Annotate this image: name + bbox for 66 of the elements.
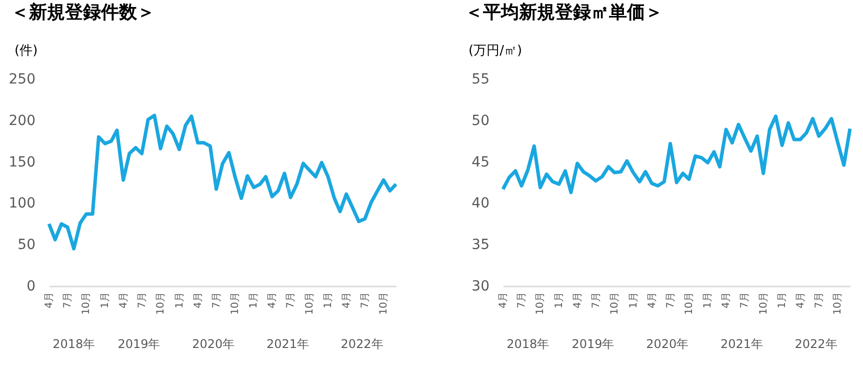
- x-tick-label: 7月: [516, 292, 528, 308]
- text: 2019年: [118, 337, 160, 351]
- y-tick-label: 35: [472, 237, 490, 254]
- x-tick-label: 7月: [286, 292, 297, 308]
- text: 2020年: [646, 337, 689, 351]
- x-tick-label: 7月: [211, 292, 222, 308]
- y-tick-label: 250: [8, 72, 36, 88]
- x-tick-label: 4月: [341, 292, 352, 308]
- x-tick-label: 4月: [44, 292, 55, 308]
- x-tick-label: 10月: [832, 292, 844, 315]
- x-tick-label: 4月: [267, 292, 278, 308]
- x-tick-label: 1月: [248, 292, 260, 308]
- x-tick-label: 4月: [572, 292, 584, 308]
- text: 2021年: [720, 337, 763, 351]
- x-tick-label: 7月: [62, 292, 74, 308]
- y-tick-label: 200: [8, 112, 36, 129]
- x-tick-label: 1月: [323, 292, 334, 308]
- x-tick-label: 4月: [721, 292, 732, 308]
- x-tick-label: 7月: [360, 292, 371, 308]
- x-tick-label: 10月: [535, 292, 546, 315]
- chart-title: ＜平均新規登録㎡単価＞: [465, 2, 663, 23]
- line-series: [47, 114, 398, 250]
- x-tick-label: 10月: [378, 292, 390, 315]
- x-tick-label: 10月: [610, 292, 621, 315]
- x-tick-label: 1月: [554, 292, 565, 308]
- x-tick-label: 1月: [174, 292, 186, 308]
- x-tick-label: 10月: [758, 292, 770, 315]
- chart-title: ＜新規登録件数＞: [11, 2, 155, 23]
- line-series: [501, 114, 852, 194]
- x-tick-label: 7月: [814, 292, 825, 308]
- y-tick-label: 30: [472, 278, 490, 294]
- y-tick-label: 50: [18, 237, 36, 254]
- x-tick-label: 7月: [665, 292, 676, 308]
- text: 2019年: [572, 337, 614, 351]
- y-tick-label: 100: [8, 196, 36, 212]
- x-tick-label: 7月: [590, 292, 602, 308]
- text: 2022年: [794, 337, 838, 351]
- y-tick-label: 0: [26, 278, 36, 294]
- y-axis-title: (万円/㎡): [468, 44, 522, 58]
- x-tick-label: 10月: [156, 292, 167, 315]
- x-tick-label: 1月: [702, 292, 714, 308]
- x-tick-label: 10月: [230, 292, 242, 315]
- y-tick-label: 150: [8, 154, 36, 170]
- x-tick-label: 4月: [646, 292, 658, 308]
- x-tick-label: 10月: [81, 292, 92, 315]
- text: 2021年: [266, 337, 309, 351]
- x-tick-label: 4月: [795, 292, 806, 308]
- x-tick-label: 10月: [684, 292, 696, 315]
- x-tick-label: 7月: [136, 292, 148, 308]
- text: 2020年: [192, 337, 235, 351]
- x-tick-label: 10月: [304, 292, 316, 315]
- x-tick-label: 1月: [100, 292, 111, 308]
- text: 2018年: [52, 337, 96, 351]
- y-tick-label: 50: [472, 112, 490, 129]
- y-tick-label: 40: [472, 196, 490, 212]
- x-tick-label: 4月: [498, 292, 509, 308]
- x-tick-label: 1月: [777, 292, 788, 308]
- x-tick-label: 7月: [740, 292, 751, 308]
- y-tick-label: 45: [472, 154, 490, 170]
- x-tick-label: 1月: [628, 292, 640, 308]
- y-tick-label: 55: [472, 72, 490, 88]
- y-axis-title: (件): [14, 44, 38, 58]
- x-tick-label: 4月: [118, 292, 130, 308]
- text: 2018年: [506, 337, 550, 351]
- text: 2022年: [340, 337, 384, 351]
- x-tick-label: 4月: [192, 292, 204, 308]
